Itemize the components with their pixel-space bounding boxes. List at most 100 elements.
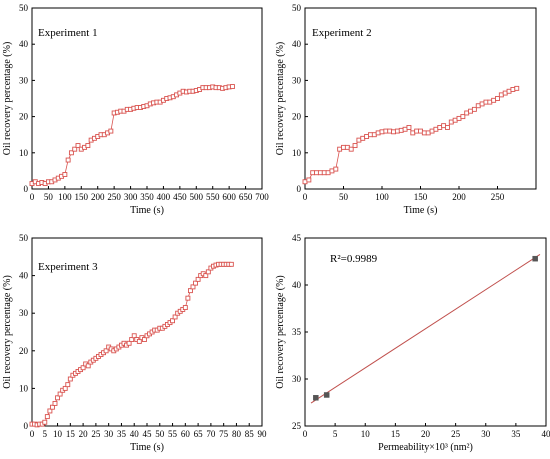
y-axis-title: Oil recovery percentage (%): [275, 42, 286, 156]
data-point: [193, 280, 199, 286]
y-tick-label: 20: [19, 112, 29, 122]
plot-frame: [304, 237, 547, 427]
x-tick-label: 30: [481, 429, 491, 439]
x-tick-label: 20: [79, 429, 89, 439]
y-tick-label: 0: [24, 421, 29, 431]
x-tick-label: 200: [452, 192, 466, 202]
data-point: [187, 288, 193, 294]
data-point: [468, 108, 473, 114]
x-tick-label: 35: [511, 429, 521, 439]
data-point: [314, 170, 319, 176]
data-point: [62, 385, 68, 391]
data-point: [475, 103, 481, 109]
x-tick-label: 80: [232, 429, 242, 439]
y-tick-label: 20: [19, 346, 29, 356]
data-point: [317, 170, 323, 176]
chart-panel-3: 0 5 10 15 20 25 30 35 40 45 50 55 60 65 70 75 80 85 900102…: [2, 233, 267, 453]
x-tick-label: 50: [44, 192, 54, 202]
data-point: [421, 130, 427, 136]
panel-title: Experiment 3: [38, 261, 98, 273]
data-point: [333, 166, 339, 172]
data-point: [185, 295, 191, 301]
data-point: [410, 130, 416, 136]
x-tick-label: 20: [421, 429, 431, 439]
data-point: [391, 129, 396, 135]
data-point: [85, 363, 91, 369]
data-point: [394, 128, 400, 134]
data-point: [506, 88, 512, 94]
y-tick-label: 10: [19, 148, 29, 158]
x-tick-label: 30: [104, 429, 114, 439]
x-tick-label: 90: [258, 429, 268, 439]
data-point: [325, 170, 331, 176]
data-point: [379, 129, 385, 135]
data-point: [414, 128, 420, 134]
x-tick-label: 25: [91, 429, 101, 439]
data-point: [479, 101, 485, 107]
data-point: [182, 305, 188, 311]
y-tick-label: 30: [292, 374, 302, 384]
x-tick-label: 500: [190, 192, 204, 202]
x-tick-label: 700: [255, 192, 269, 202]
y-axis-title: Oil recovery percentage (%): [2, 42, 13, 156]
data-point: [371, 132, 377, 138]
data-point: [52, 400, 58, 406]
x-tick-label: 0: [30, 429, 35, 439]
y-tick-label: 50: [19, 233, 29, 243]
x-tick-label: 25: [451, 429, 461, 439]
data-point: [65, 157, 71, 163]
data-point: [356, 137, 362, 143]
data-point: [68, 150, 74, 156]
y-tick-label: 40: [19, 271, 29, 281]
data-point: [75, 143, 81, 149]
data-point: [348, 146, 354, 152]
x-tick-label: 35: [117, 429, 127, 439]
data-point: [429, 128, 435, 134]
y-tick-label: 45: [292, 233, 302, 243]
data-point: [306, 177, 312, 183]
data-point: [491, 97, 497, 103]
data-point: [228, 261, 234, 267]
data-point: [383, 128, 389, 134]
y-tick-label: 35: [292, 327, 302, 337]
data-point: [49, 404, 55, 410]
x-tick-label: 550: [206, 192, 220, 202]
fit-line: [310, 254, 541, 404]
data-point: [62, 172, 68, 177]
data-point: [80, 365, 86, 371]
data-point: [129, 337, 135, 342]
data-point: [471, 106, 477, 112]
x-tick-label: 150: [75, 192, 89, 202]
data-point: [72, 146, 78, 152]
x-tick-label: 350: [140, 192, 154, 202]
data-point: [437, 125, 443, 130]
data-point: [85, 143, 91, 149]
y-tick-label: 10: [292, 148, 302, 158]
data-point: [42, 419, 48, 425]
x-tick-label: 85: [245, 429, 255, 439]
y-tick-label: 20: [292, 112, 302, 122]
data-point: [364, 134, 370, 139]
x-tick-label: 15: [391, 429, 401, 439]
data-point: [487, 99, 493, 105]
data-point: [190, 284, 196, 290]
x-tick-label: 50: [155, 429, 165, 439]
data-point: [67, 376, 73, 382]
y-tick-label: 0: [24, 184, 29, 194]
x-tick-label: 450: [173, 192, 187, 202]
x-tick-label: 600: [222, 192, 236, 202]
data-point: [205, 269, 211, 275]
x-axis-title: Permeability×10³ (nm²): [378, 442, 473, 453]
y-tick-label: 40: [292, 39, 302, 49]
x-tick-label: 45: [143, 429, 153, 439]
x-tick-label: 60: [181, 429, 191, 439]
y-tick-label: 25: [292, 421, 302, 431]
data-point: [498, 92, 504, 98]
data-point: [452, 117, 458, 123]
data-point: [341, 144, 346, 150]
data-point: [323, 392, 330, 398]
x-tick-label: 300: [124, 192, 138, 202]
data-point: [352, 143, 358, 149]
x-tick-label: 400: [157, 192, 171, 202]
data-point: [126, 340, 132, 346]
